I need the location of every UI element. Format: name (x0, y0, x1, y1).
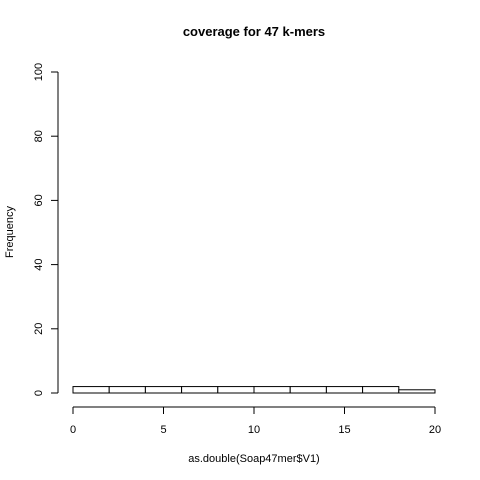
x-tick-label: 20 (429, 424, 441, 436)
x-axis: 0 5 10 15 20 (70, 406, 441, 436)
x-tick-label: 5 (160, 424, 166, 436)
histogram-bar (72, 386, 110, 394)
y-tick-label: 0 (33, 390, 45, 396)
y-tick-label: 60 (33, 194, 45, 206)
histogram-bar (144, 386, 183, 394)
histogram-bar (253, 386, 291, 394)
histogram-bar (181, 386, 219, 394)
x-tick-label: 0 (70, 424, 76, 436)
y-tick-label: 100 (33, 63, 45, 81)
histogram-bar (108, 386, 146, 394)
histogram-bar (362, 386, 400, 394)
x-tick-label: 10 (248, 424, 260, 436)
y-tick-label: 80 (33, 130, 45, 142)
histogram-bar (217, 386, 255, 394)
histogram-bars (72, 386, 436, 394)
y-axis: 0 20 40 60 80 100 (33, 63, 59, 396)
y-tick-label: 20 (33, 323, 45, 335)
histogram-bar (398, 389, 436, 394)
chart-title: coverage for 47 k-mers (183, 24, 325, 39)
histogram-bar (289, 386, 327, 394)
histogram-bar (325, 386, 364, 394)
y-tick-label: 40 (33, 258, 45, 270)
x-axis-label: as.double(Soap47mer$V1) (188, 453, 319, 465)
x-tick-label: 15 (338, 424, 350, 436)
y-axis-label: Frequency (4, 206, 16, 258)
